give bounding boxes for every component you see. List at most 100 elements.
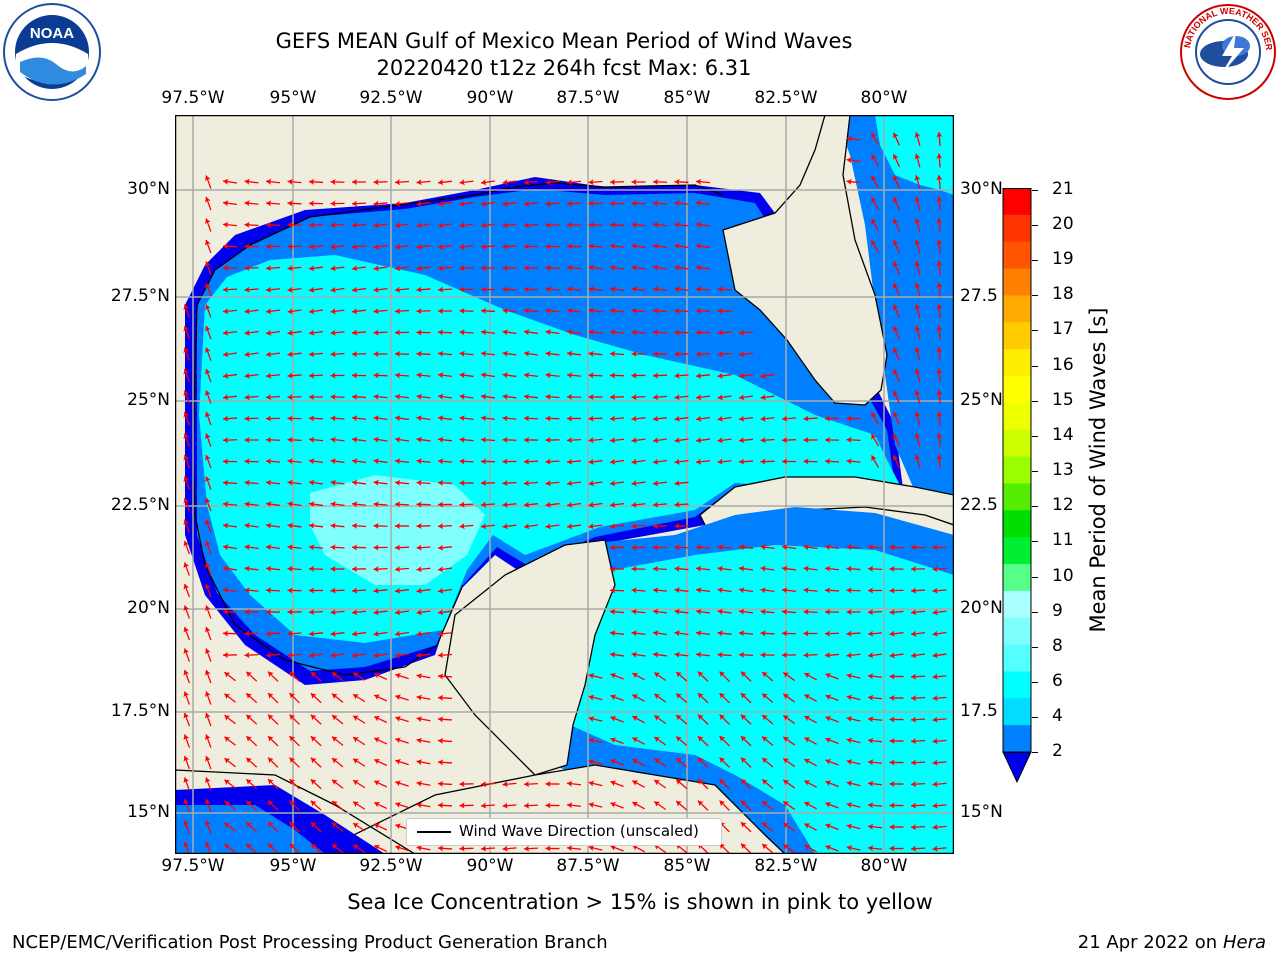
wind-wave-arrow [437,694,453,701]
wind-wave-arrow [631,608,646,615]
wind-wave-arrow [222,608,238,615]
wind-wave-arrow [892,261,900,275]
wind-wave-arrow [523,286,539,293]
wind-wave-arrow [892,153,900,168]
wind-wave-arrow [395,780,409,787]
wind-wave-arrow [695,307,711,314]
wind-wave-arrow [889,802,904,809]
wind-wave-arrow [697,714,709,725]
wind-wave-arrow [245,735,258,747]
wind-wave-arrow [740,714,752,725]
wind-wave-arrow [222,522,238,529]
wind-wave-arrow [265,351,281,358]
wind-wave-arrow [204,519,212,533]
wind-wave-arrow [824,587,840,594]
wind-wave-arrow [910,759,926,766]
wind-wave-arrow [244,286,259,293]
wind-wave-arrow [782,822,796,832]
wind-wave-arrow [352,779,366,789]
wind-wave-arrow [824,652,840,659]
wind-wave-arrow [738,372,754,379]
colorbar-segment [1003,725,1031,753]
wind-wave-arrow [183,605,191,619]
wind-wave-arrow [545,243,560,250]
wind-wave-arrow [351,479,367,486]
lon-label-top: 85°W [663,88,711,108]
colorbar-tick-mark [1032,401,1038,402]
wind-wave-arrow [287,243,302,250]
wind-wave-arrow [867,609,883,616]
wind-wave-arrow [459,501,474,508]
wind-wave-arrow [352,758,366,767]
wind-wave-arrow [308,286,324,293]
wind-wave-arrow [244,501,259,508]
yucatan-land [444,539,616,776]
wind-wave-arrow [183,519,191,533]
wind-wave-arrow [287,286,302,293]
wind-wave-arrow [502,222,517,229]
wind-wave-arrow [846,587,861,594]
wind-wave-arrow [697,800,709,811]
florida-land [722,115,888,406]
wind-wave-arrow [308,544,324,551]
wind-wave-arrow [416,501,431,508]
wind-wave-arrow [631,372,646,379]
wind-wave-arrow [674,523,689,530]
wind-wave-arrow [523,501,539,508]
wind-wave-arrow [267,714,279,725]
wind-wave-arrow [287,200,302,207]
wind-wave-arrow [183,540,191,555]
wind-wave-arrow [204,798,212,813]
wind-wave-arrow [803,415,818,422]
wind-wave-arrow [632,758,645,767]
lon-label-top: 90°W [466,88,514,108]
wind-wave-arrow [437,544,453,551]
wind-wave-arrow [892,433,900,447]
wind-wave-arrow [287,415,302,422]
wind-wave-arrow [222,265,238,272]
wind-wave-arrow [652,178,668,185]
wind-wave-arrow [373,243,388,250]
wind-wave-arrow [287,308,302,315]
wind-wave-arrow [502,781,517,788]
wind-wave-arrow [761,821,774,833]
wind-wave-arrow [566,501,582,508]
lon-label-top: 80°W [860,88,908,108]
colorbar-segment [1003,295,1031,323]
wind-wave-arrow [416,265,431,272]
wind-wave-arrow [308,200,324,207]
wind-wave-arrow [803,544,818,551]
wind-wave-arrow [416,652,431,659]
wind-wave-arrow [502,802,517,809]
wind-wave-arrow [566,780,582,787]
wind-wave-arrow [825,758,839,766]
wind-wave-arrow [631,286,646,293]
wind-wave-arrow [892,239,900,254]
wind-wave-arrow [480,781,496,788]
lon-label-top: 82.5°W [754,88,818,108]
wind-wave-arrow [740,800,752,811]
wind-wave-arrow [653,779,667,789]
lat-label-right: 20°N [960,598,1003,618]
wind-wave-arrow [738,608,754,615]
wind-wave-arrow [437,308,453,315]
wind-wave-arrow [480,458,496,465]
wind-wave-arrow [738,587,754,594]
lat-label-left: 25°N [127,390,170,410]
wind-wave-arrow [224,757,236,768]
colorbar-segment [1003,617,1031,646]
wind-wave-arrow [265,544,281,551]
atlantic-band [835,115,954,515]
wind-wave-arrow [287,351,302,358]
wind-wave-arrow [244,437,259,444]
wind-wave-arrow [846,845,861,851]
wind-wave-arrow [674,651,689,658]
wind-wave-arrow [824,608,840,615]
wind-wave-arrow [717,437,732,444]
wind-wave-arrow [695,178,711,185]
wind-wave-arrow [265,415,281,422]
wind-wave-arrow [588,523,603,530]
wind-wave-arrow [652,544,668,551]
wind-wave-arrow [310,800,322,811]
wind-wave-arrow [738,651,754,658]
